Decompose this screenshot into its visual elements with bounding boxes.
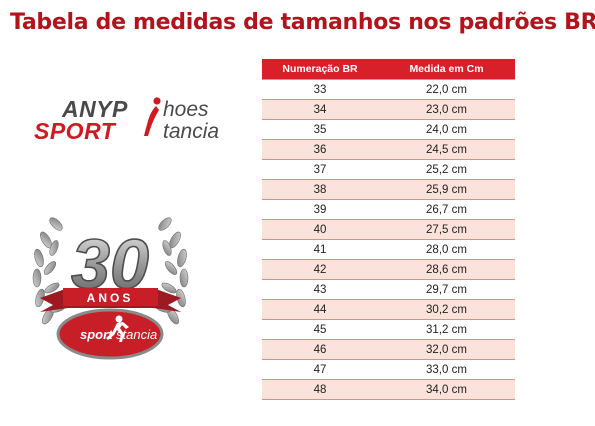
table-header-row: Numeração BR Medida em Cm <box>262 59 515 80</box>
size-cm-cell: 25,9 cm <box>378 179 515 200</box>
size-cm-cell: 25,2 cm <box>378 159 515 180</box>
size-br-cell: 36 <box>262 139 378 160</box>
size-br-cell: 46 <box>262 339 378 360</box>
size-br-cell: 47 <box>262 359 378 380</box>
size-cm-cell: 34,0 cm <box>378 379 515 400</box>
size-cm-cell: 28,6 cm <box>378 259 515 280</box>
size-br-cell: 43 <box>262 279 378 300</box>
size-br-cell: 39 <box>262 199 378 220</box>
size-cm-cell: 26,7 cm <box>378 199 515 220</box>
size-cm-cell: 32,0 cm <box>378 339 515 360</box>
size-cm-cell: 31,2 cm <box>378 319 515 340</box>
logo-word-sport: SPORT <box>34 118 116 144</box>
size-cm-cell: 23,0 cm <box>378 99 515 120</box>
badge-brand-stancia: stancia <box>116 327 157 342</box>
table-row: 44 30,2 cm <box>262 299 515 320</box>
table-row: 39 26,7 cm <box>262 199 515 220</box>
size-table: Numeração BR Medida em Cm 33 22,0 cm 34 23… <box>262 59 515 400</box>
table-row: 34 23,0 cm <box>262 99 515 120</box>
size-br-cell: 48 <box>262 379 378 400</box>
table-row: 40 27,5 cm <box>262 219 515 240</box>
badge-ribbon-text: ANOS <box>87 291 134 305</box>
table-row: 45 31,2 cm <box>262 319 515 340</box>
size-br-cell: 33 <box>262 79 378 100</box>
anyp-sportstancia-logo: ANYP hoes SPORT tancia <box>34 96 232 146</box>
size-br-cell: 38 <box>262 179 378 200</box>
size-br-cell: 41 <box>262 239 378 260</box>
size-cm-cell: 30,2 cm <box>378 299 515 320</box>
size-cm-cell: 29,7 cm <box>378 279 515 300</box>
size-cm-cell: 27,5 cm <box>378 219 515 240</box>
table-row: 38 25,9 cm <box>262 179 515 200</box>
badge-brand-sport: sport <box>80 327 113 342</box>
size-br-cell: 35 <box>262 119 378 140</box>
page-title: Tabela de medidas de tamanhos nos padrõe… <box>10 10 595 35</box>
column-header-br-size: Numeração BR <box>262 59 378 80</box>
table-row: 47 33,0 cm <box>262 359 515 380</box>
size-cm-cell: 24,0 cm <box>378 119 515 140</box>
thirty-years-emblem: 30 ANOS sport stancia <box>32 217 189 360</box>
runner-icon <box>106 315 129 342</box>
size-cm-cell: 22,0 cm <box>378 79 515 100</box>
size-br-cell: 45 <box>262 319 378 340</box>
table-row: 46 32,0 cm <box>262 339 515 360</box>
size-br-cell: 37 <box>262 159 378 180</box>
size-cm-cell: 28,0 cm <box>378 239 515 260</box>
logo-word-tancia: tancia <box>163 120 220 143</box>
runner-icon <box>144 97 161 136</box>
size-br-cell: 42 <box>262 259 378 280</box>
table-row: 48 34,0 cm <box>262 379 515 400</box>
table-row: 43 29,7 cm <box>262 279 515 300</box>
size-br-cell: 44 <box>262 299 378 320</box>
logo-word-hoes: hoes <box>163 98 209 121</box>
laurel-left-icon <box>32 217 66 325</box>
table-row: 37 25,2 cm <box>262 159 515 180</box>
table-row: 41 28,0 cm <box>262 239 515 260</box>
table-row: 33 22,0 cm <box>262 79 515 100</box>
size-br-cell: 40 <box>262 219 378 240</box>
logo-word-anyp: ANYP <box>62 96 128 122</box>
table-row: 36 24,5 cm <box>262 139 515 160</box>
size-cm-cell: 33,0 cm <box>378 359 515 380</box>
column-header-cm: Medida em Cm <box>378 59 515 80</box>
table-row: 35 24,0 cm <box>262 119 515 140</box>
size-cm-cell: 24,5 cm <box>378 139 515 160</box>
table-row: 42 28,6 cm <box>262 259 515 280</box>
size-br-cell: 34 <box>262 99 378 120</box>
